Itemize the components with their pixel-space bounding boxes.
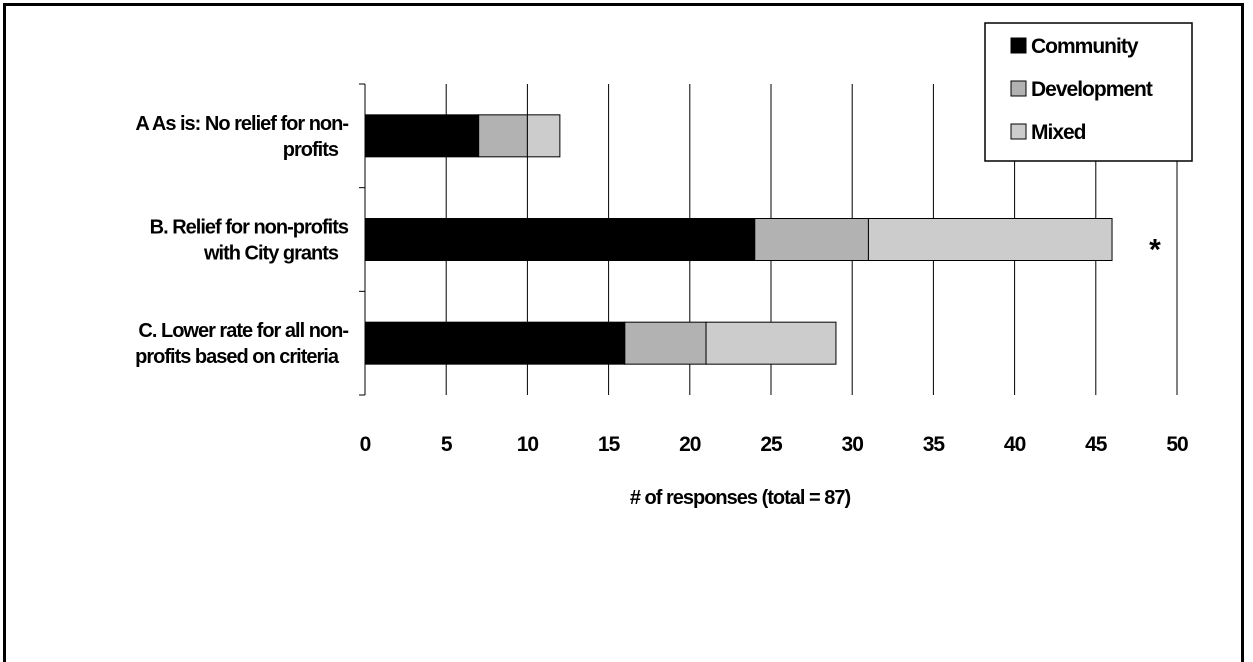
category-axis	[359, 83, 366, 396]
legend-label-mixed: Mixed	[1031, 121, 1086, 144]
x-tick-label: 40	[1004, 433, 1026, 456]
bar-community-2	[364, 321, 626, 365]
category-label-line: C. Lower rate for all non-	[138, 320, 348, 342]
x-tick-label: 20	[679, 433, 701, 456]
bar-mixed-1	[867, 218, 1113, 261]
legend-swatch-community	[1010, 37, 1027, 54]
x-tick-label: 45	[1085, 433, 1108, 456]
annotation-asterisk: *	[1149, 234, 1161, 267]
x-tick-label: 50	[1166, 433, 1188, 456]
bar-development-0	[478, 114, 528, 158]
category-label-line: profits	[283, 139, 339, 161]
bar-community-1	[364, 218, 756, 261]
legend-label-development: Development	[1031, 78, 1153, 101]
legend: Community Development Mixed	[984, 22, 1193, 162]
legend-swatch-mixed	[1010, 123, 1027, 140]
category-label-line: B. Relief for non-profits	[150, 217, 349, 239]
category-label: B. Relief for non-profits with City grant…	[150, 217, 349, 265]
x-axis-title: # of responses (total = 87)	[630, 487, 851, 509]
category-label-line: A As is: No relief for non-	[135, 113, 348, 135]
x-tick-label: 5	[441, 433, 453, 456]
bar-community-0	[364, 114, 480, 158]
x-tick-label: 35	[923, 433, 946, 456]
chart-frame	[3, 3, 1244, 662]
category-label-line: with City grants	[203, 243, 339, 265]
x-tick-label: 15	[598, 433, 621, 456]
x-tick-label: 30	[842, 433, 864, 456]
bar-mixed-2	[705, 321, 837, 365]
x-tick-labels: 0 5 10 15 20 25 30 35 40 45 50	[360, 433, 1189, 456]
annotations: *	[1149, 234, 1161, 267]
x-tick-label: 25	[760, 433, 783, 456]
bars	[364, 114, 1113, 365]
category-label: A As is: No relief for non-profits	[135, 113, 348, 161]
legend-label-community: Community	[1031, 35, 1139, 58]
bar-development-1	[754, 218, 869, 261]
x-tick-label: 0	[360, 433, 371, 456]
bar-development-2	[624, 321, 707, 365]
bar-mixed-0	[526, 114, 561, 158]
category-label: C. Lower rate for all non-profits based …	[135, 320, 348, 368]
x-tick-label: 10	[517, 433, 539, 456]
category-label-line: profits based on criteria	[135, 346, 340, 368]
category-labels: A As is: No relief for non-profits B. Rel…	[135, 113, 350, 368]
legend-swatch-development	[1010, 80, 1027, 97]
